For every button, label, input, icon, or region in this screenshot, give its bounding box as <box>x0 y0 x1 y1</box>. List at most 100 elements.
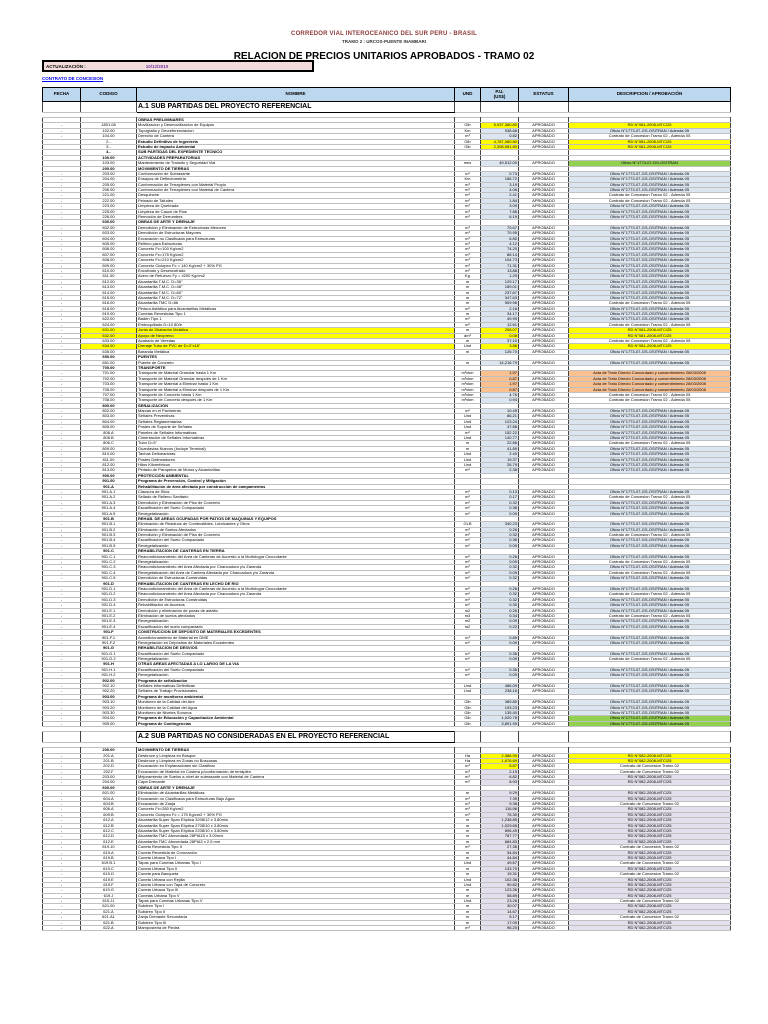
cell-descripcion: Oficio N°1773-07-GS-OSITRAN / Adenda 05 <box>568 672 731 679</box>
cell-descripcion: Oficio N°1773-07-GS-OSITRAN / Adenda 05 <box>568 230 731 237</box>
cell-descripcion: Oficio N°1773-07-GS-OSITRAN / Adenda 05 <box>568 418 731 426</box>
cell-descripcion: Contrato de Concesion Tramo 02 <box>568 914 731 921</box>
cell-und <box>454 101 481 113</box>
table-row: -631.00 Junta de Dilatación Metálica m 208.… <box>42 327 731 334</box>
table-row: 103.00 Mantenimiento de Transito y Seguri… <box>42 160 731 167</box>
table-row: -901.G.2 Revegetalización m² 0.09 APROBADO Co… <box>42 656 731 663</box>
cell-descripcion: Oficio N°1773-07-GS-OSITRAN / Adenda 05 <box>568 553 731 561</box>
actualizacion-value: 10/12/2010 <box>145 63 169 69</box>
table-row: 3.- Estudio de Impacto Ambiental Glb 2,308,… <box>42 143 731 151</box>
cell-descripcion: Oficio N°1773-07-GS-OSITRAN / Adenda 05 <box>568 607 731 614</box>
cell-pu: 96.20 <box>480 924 519 932</box>
cell-descripcion: RD N°081-2008-MTC/25 <box>568 327 731 334</box>
cell-descripcion: Oficio N°1773-07-GS-OSITRAN <box>568 160 731 167</box>
table-row: -703.00 Transporte de Material a Eliminar… <box>42 381 731 388</box>
section-title nm: A.1 SUB PARTIDAS DEL PROYECTO REFERENCIA… <box>136 101 455 113</box>
cell-descripcion: Oficio N°1773-07-GS-OSITRAN / Adenda 05 <box>568 176 731 183</box>
page-title: RELACION DE PRECIOS UNITARIOS APROBADOS … <box>233 51 535 62</box>
col-header-pu: P.U. (US$) <box>480 87 519 102</box>
table-row: -622.A Mamposteria de Piedra m³ 96.20 APROBA… <box>42 924 731 932</box>
table-row: -702.00 Transporte de Material Granular d… <box>42 375 731 383</box>
cell-descripcion: Oficio N°1773-07-GS-OSITRAN / Adenda 05 <box>568 537 731 544</box>
table-row: -901.C.5 Demolición de Estructuras Constr… <box>42 575 731 582</box>
cell-descripcion: Oficio N°1773-07-GS-OSITRAN / Adenda 05 <box>568 262 731 269</box>
table-row: -901.D.3 Demolición de Estructuras Constr… <box>42 596 731 604</box>
cell-descripcion: RD N°081-2008-MTC/25 <box>568 343 731 350</box>
cell-descripcion: Contrato de Concesion Tramo 02 - Adenda … <box>568 391 731 399</box>
cell-descripcion: Oficio N°1773-07-GS-OSITRAN / Adenda 05 <box>568 618 731 625</box>
cell-descripcion: Oficio N°1773-07-GS-OSITRAN / Adenda 05 <box>568 127 731 135</box>
cell-descripcion: Contrato de Concesion Tramo 02 - Adenda … <box>568 656 731 663</box>
col-header-pu-top: P.U. <box>495 88 504 94</box>
cell-descripcion: RD N°082-2008-MTC/25 <box>568 752 731 759</box>
cell-descripcion: Oficio N°1773-07-GS-OSITRAN / Adenda 05 <box>568 564 731 571</box>
cell-descripcion: Acta de Trato Directo Concordado y conse… <box>568 370 731 377</box>
cell-descripcion: Acta de Trato Directo Concordado y conse… <box>568 381 731 388</box>
table-row: -619.00 Cunetas Revestidas Tipo 1 m 34.17 AP… <box>42 311 731 318</box>
cell-descripcion: Contrato de Concesion Tramo 02 <box>568 860 731 867</box>
cell-descripcion: RD N°082-2008-MTC/25 <box>568 806 731 813</box>
cell-descripcion: Oficio N°1773-07-GS-OSITRAN / Adenda 05 <box>568 639 731 647</box>
cell-descripcion: RD N°082-2008-MTC/25 <box>568 838 731 846</box>
cell-descripcion: RD N°082-2008-MTC/25 <box>568 790 731 797</box>
table-row: -206.00 Conformación de Terraplenes con M… <box>42 187 731 194</box>
cell-descripcion: Oficio N°1773-07-GS-OSITRAN / Adenda 05 <box>568 720 731 728</box>
table-row: -803.00 Señales Preventivas Und 86.21 APROBA… <box>42 413 731 420</box>
table-row: -901.B.4 Escarificación del Suelo Compact… <box>42 537 731 544</box>
table-row: -901.A.5 Revegetalización m² 0.09 APROBADO Of… <box>42 510 731 517</box>
cell-descripcion: Contrato de Concesion Tramo 02 - Adenda … <box>568 591 731 598</box>
cell-descripcion: Oficio N°1773-07-GS-OSITRAN / Adenda 05 <box>568 408 731 415</box>
table-row: -621.A1 Zanja Drenante Secundaria m 5.17 APR… <box>42 914 731 921</box>
table-row: -901.A.1 Clausura de Silos m² 0.13 APROBADO O… <box>42 488 731 496</box>
cell-descripcion: Oficio N°1773-07-GS-OSITRAN / Adenda 05 <box>568 602 731 609</box>
cell-descripcion: Contrato de Concesion Tramo 02 - Adenda … <box>568 558 731 566</box>
cell-descripcion: Contrato de Concesion Tramo 02 - Adenda … <box>568 192 731 199</box>
cell-descripcion: Oficio N°1773-07-GS-OSITRAN / Adenda 05 <box>568 666 731 674</box>
table-header-row: FECHA CODIGO NOMBRE UND P.U. (US$) ESTAT… <box>42 87 731 102</box>
cell-descripcion: Contrato de Concesion Tramo 02 - Adenda … <box>568 321 731 329</box>
cell-descripcion: Contrato de Concesion Tramo 02 <box>568 763 731 770</box>
cell-descripcion: Oficio N°1773-07-GS-OSITRAN / Adenda 05 <box>568 445 731 453</box>
cell-descripcion: Contrato de Concesion Tramo 02 - Adenda … <box>568 197 731 205</box>
table-row: -203.00 Mejoramiento de Suelos a nivel de… <box>42 774 731 781</box>
cell-descripcion: Contrato de Concesion Tramo 02 <box>568 801 731 808</box>
cell-descripcion: Acta de Trato Directo Concordado y conse… <box>568 375 731 383</box>
table-row: -604.00 Excavación no Clasificada para Es… <box>42 235 731 243</box>
cell-descripcion: Oficio N°1773-07-GS-OSITRAN / Adenda 05 <box>568 435 731 442</box>
table-row: -605.00 Relleno para Estructuras m³ 4.12 APR… <box>42 240 731 248</box>
cell-und <box>454 731 481 744</box>
table-row: -203.00 Conformación de Subrasante m² 0.73 A… <box>42 170 731 178</box>
contrato-concesion-link[interactable]: CONTRATO DE CONCESION <box>42 76 104 81</box>
cell-descripcion: Oficio N°1773-07-GS-OSITRAN / Adenda 05 <box>568 203 731 210</box>
table-row: -901.C.4 Revegetalización del Area de Can… <box>42 569 731 577</box>
cell-descripcion: Oficio N°1773-07-GS-OSITRAN / Adenda 05 <box>568 488 731 496</box>
cell-descripcion: Oficio N°1773-07-GS-OSITRAN / Adenda 05 <box>568 521 731 528</box>
cell-descripcion: Oficio N°1773-07-GS-OSITRAN / Adenda 05 <box>568 246 731 253</box>
table-row: -619.B.1 Tapas para Cunetas Urbanas Tipo … <box>42 860 731 867</box>
cell-descripcion: Oficio N°1773-07-GS-OSITRAN / Adenda 05 <box>568 359 731 367</box>
cell-descripcion: Oficio N°1773-07-GS-OSITRAN / Adenda 05 <box>568 273 731 280</box>
cell-descripcion: Contrato de Concesion Tramo 02 - Adenda … <box>568 569 731 577</box>
cell-descripcion: Contrato de Concesion Tramo 02 <box>568 844 731 851</box>
cell-fecha: - <box>42 924 81 932</box>
cell-descripcion: Oficio N°1773-07-GS-OSITRAN / Adenda 05 <box>568 305 731 313</box>
table-row: -621.A Subdren Tipo II m 14.67 APROBADO RD N°… <box>42 908 731 916</box>
cell-descripcion: Oficio N°1773-07-GS-OSITRAN / Adenda 05 <box>568 634 731 641</box>
cell-descripcion: Oficio N°1773-07-GS-OSITRAN / Adenda 05 <box>568 596 731 604</box>
cell-descripcion: RD N°082-2008-MTC/25 <box>568 849 731 856</box>
cell-fecha <box>42 731 81 744</box>
col-header-codigo: CODIGO <box>80 87 137 102</box>
cell-descripcion: Contrato de Concesion Tramo 02 <box>568 768 731 776</box>
table-row: -221.00 Desquinche m³ 2.41 APROBADO Contrato … <box>42 192 731 199</box>
cell-descripcion: RD N°081-2008-MTC/25 <box>568 332 731 340</box>
cell-descripcion: Oficio N°1773-07-GS-OSITRAN / Adenda 05 <box>568 257 731 264</box>
table-row: -705.00 Transporte de Material a Eliminar… <box>42 386 731 393</box>
cell-descripcion: Oficio N°1773-07-GS-OSITRAN / Adenda 05 <box>568 623 731 631</box>
cell-descripcion: RD N°081-2008-MTC/25 <box>568 143 731 151</box>
cell-descripcion: Oficio N°1773-07-GS-OSITRAN / Adenda 05 <box>568 187 731 194</box>
cell-descripcion: Contrato de Concesion Tramo 02 - Adenda … <box>568 440 731 447</box>
cell-pu <box>480 731 519 744</box>
cell-descripcion: Oficio N°1773-07-GS-OSITRAN / Adenda 05 <box>568 499 731 507</box>
cell-descripcion: Oficio N°1773-07-GS-OSITRAN / Adenda 05 <box>568 181 731 189</box>
